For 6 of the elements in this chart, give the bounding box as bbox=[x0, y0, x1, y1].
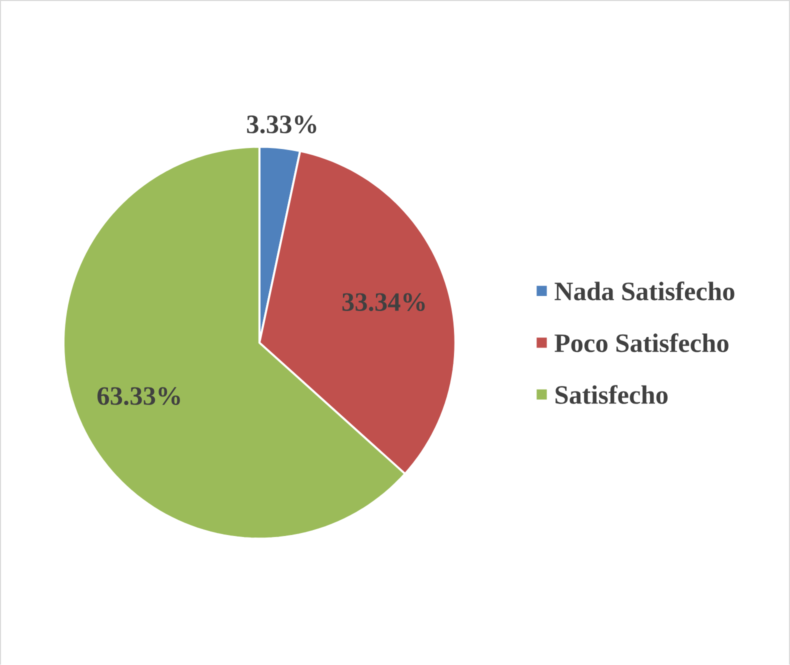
data-label: 63.33% bbox=[97, 387, 180, 406]
legend-label: Satisfecho bbox=[556, 385, 668, 404]
data-label: 33.34% bbox=[342, 293, 425, 312]
legend-label: Nada Satisfecho bbox=[554, 281, 734, 300]
data-label: 3.33% bbox=[247, 115, 316, 134]
legend-label: Poco Satisfecho bbox=[554, 333, 728, 352]
